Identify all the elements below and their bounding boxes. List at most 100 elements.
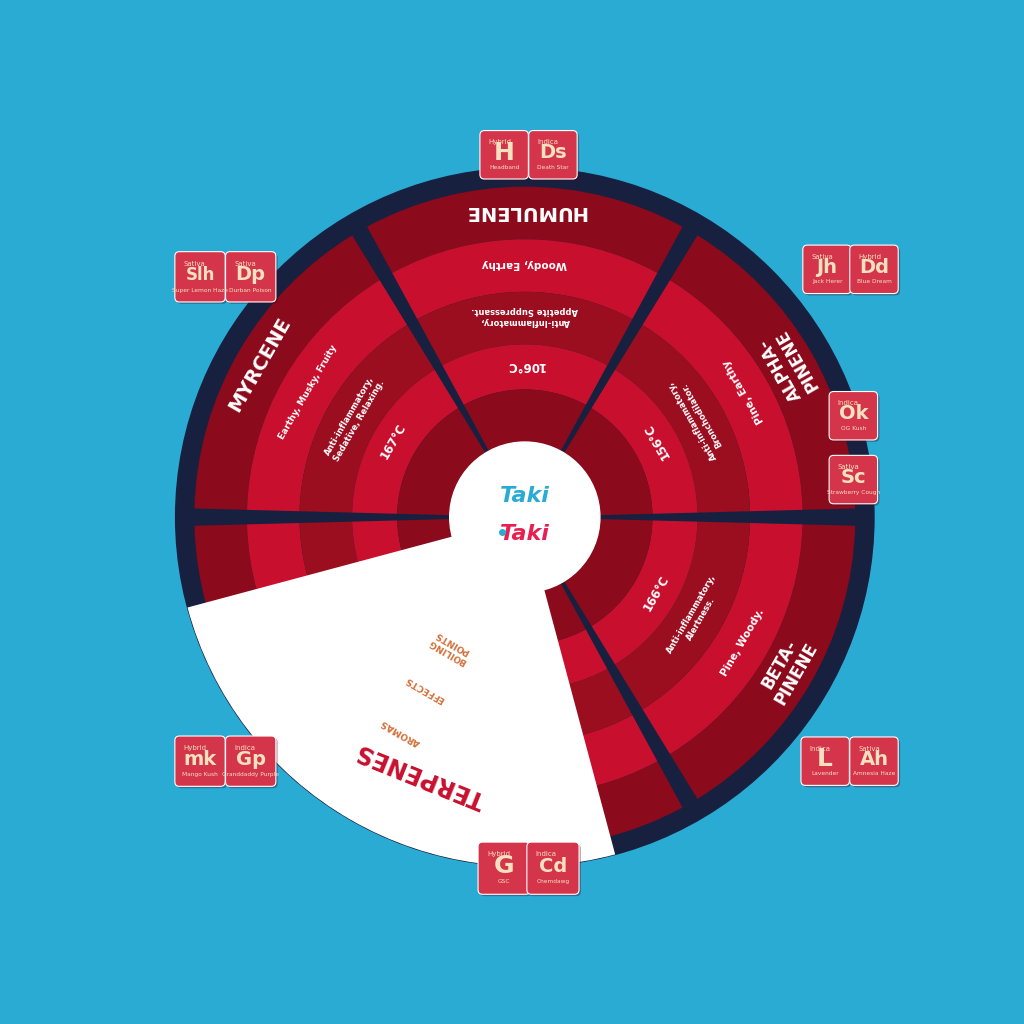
FancyBboxPatch shape <box>527 842 579 894</box>
Wedge shape <box>300 325 434 513</box>
Wedge shape <box>442 344 607 404</box>
Wedge shape <box>642 523 803 754</box>
Text: Granddaddy Purple: Granddaddy Purple <box>222 772 280 777</box>
Text: Dp: Dp <box>236 265 265 285</box>
Wedge shape <box>592 370 697 514</box>
FancyBboxPatch shape <box>805 247 853 295</box>
Text: Anti-inflammatory,
Bronchodilator.: Anti-inflammatory, Bronchodilator. <box>667 374 728 462</box>
Text: Sativa: Sativa <box>183 260 205 266</box>
Text: 166°C: 166°C <box>641 573 672 613</box>
Wedge shape <box>352 370 458 514</box>
Text: Indica: Indica <box>536 851 557 857</box>
Wedge shape <box>247 523 408 754</box>
Text: BETA-
PINENE: BETA- PINENE <box>755 630 821 709</box>
Text: Anti-Inflammatory,
Appetite Suppressant.: Anti-Inflammatory, Appetite Suppressant. <box>471 306 579 326</box>
FancyBboxPatch shape <box>829 391 878 440</box>
FancyBboxPatch shape <box>831 458 880 506</box>
Text: Amnesia Haze: Amnesia Haze <box>853 771 895 776</box>
FancyBboxPatch shape <box>177 254 227 304</box>
Text: H: H <box>494 141 515 165</box>
Text: Sativa: Sativa <box>811 254 834 260</box>
Text: Mango Kush: Mango Kush <box>182 772 218 777</box>
Wedge shape <box>442 630 607 690</box>
Text: Lavender: Lavender <box>811 771 839 776</box>
Wedge shape <box>300 521 434 710</box>
Wedge shape <box>217 618 380 799</box>
Text: Floral, Sweet: Floral, Sweet <box>485 766 564 775</box>
Wedge shape <box>642 281 803 511</box>
FancyBboxPatch shape <box>831 393 880 441</box>
Text: Ah: Ah <box>859 750 889 769</box>
Text: Super Lemon Haze: Super Lemon Haze <box>172 288 228 293</box>
FancyBboxPatch shape <box>803 245 851 294</box>
Text: Taki: Taki <box>500 486 550 507</box>
FancyBboxPatch shape <box>482 132 530 181</box>
Text: LIMONENE: LIMONENE <box>250 668 331 760</box>
Circle shape <box>176 168 873 866</box>
FancyBboxPatch shape <box>528 131 578 179</box>
Text: ALPHA-
PINENE: ALPHA- PINENE <box>755 326 821 404</box>
FancyBboxPatch shape <box>829 456 878 504</box>
Text: Gp: Gp <box>236 750 265 769</box>
Text: 198°C: 198°C <box>505 663 545 676</box>
Text: Hybrid: Hybrid <box>183 744 207 751</box>
Text: Sc: Sc <box>841 468 866 487</box>
Text: Durban Poison: Durban Poison <box>229 288 272 293</box>
FancyBboxPatch shape <box>175 252 225 302</box>
Text: Citrus, Lemon: Citrus, Lemon <box>301 645 361 714</box>
Text: Ok: Ok <box>839 404 868 423</box>
Wedge shape <box>397 519 485 626</box>
Text: Indica: Indica <box>538 139 558 145</box>
Wedge shape <box>418 669 632 742</box>
Text: Chemdawg: Chemdawg <box>537 880 569 885</box>
Text: Hybrid: Hybrid <box>486 851 510 857</box>
Wedge shape <box>266 600 408 754</box>
FancyBboxPatch shape <box>530 132 579 181</box>
FancyBboxPatch shape <box>175 736 225 786</box>
FancyBboxPatch shape <box>478 842 530 894</box>
Text: LINALOOL: LINALOOL <box>471 814 579 833</box>
Text: 160°C: 160°C <box>378 573 409 613</box>
Wedge shape <box>615 325 750 513</box>
Text: Strawberry Cough: Strawberry Cough <box>826 489 880 495</box>
Text: Sativa: Sativa <box>838 464 859 470</box>
Text: Spicy, Woody, Pepper: Spicy, Woody, Pepper <box>276 593 339 692</box>
Text: BETA-
CARYOPHYLLENE: BETA- CARYOPHYLLENE <box>213 598 313 739</box>
Text: Ds: Ds <box>540 143 566 163</box>
FancyBboxPatch shape <box>803 739 851 787</box>
Wedge shape <box>195 236 380 510</box>
Wedge shape <box>670 236 855 510</box>
Wedge shape <box>392 715 657 795</box>
Wedge shape <box>195 524 380 799</box>
FancyBboxPatch shape <box>850 245 898 294</box>
Text: 167°C: 167°C <box>378 421 409 461</box>
Text: mk: mk <box>183 750 217 769</box>
Wedge shape <box>365 564 458 665</box>
Text: TERPENES: TERPENES <box>352 738 488 811</box>
Text: L: L <box>817 748 834 771</box>
Text: AROMAS: AROMAS <box>380 717 422 746</box>
Text: Indica: Indica <box>809 745 830 752</box>
FancyBboxPatch shape <box>480 131 528 179</box>
Wedge shape <box>247 281 408 511</box>
Text: OG Kush: OG Kush <box>841 426 866 431</box>
Text: Indica: Indica <box>234 744 255 751</box>
Text: HUMULENE: HUMULENE <box>464 202 586 220</box>
Text: Anti-inflammatory,
Alertness.: Anti-inflammatory, Alertness. <box>666 572 727 660</box>
Wedge shape <box>187 517 615 866</box>
FancyBboxPatch shape <box>225 252 275 302</box>
FancyBboxPatch shape <box>225 736 275 786</box>
FancyBboxPatch shape <box>227 254 278 304</box>
FancyBboxPatch shape <box>852 247 900 295</box>
Text: Cd: Cd <box>539 856 567 876</box>
Text: MYRCENE: MYRCENE <box>225 313 295 415</box>
Text: EFFECTS: EFFECTS <box>404 675 446 705</box>
Wedge shape <box>564 409 652 515</box>
Text: Blue Dream: Blue Dream <box>856 280 892 285</box>
FancyBboxPatch shape <box>852 739 900 787</box>
Wedge shape <box>418 292 632 366</box>
Text: 176°C: 176°C <box>391 596 426 634</box>
Text: Hybrid: Hybrid <box>858 254 882 260</box>
Text: Jh: Jh <box>816 258 838 276</box>
Text: Indica: Indica <box>838 400 858 407</box>
